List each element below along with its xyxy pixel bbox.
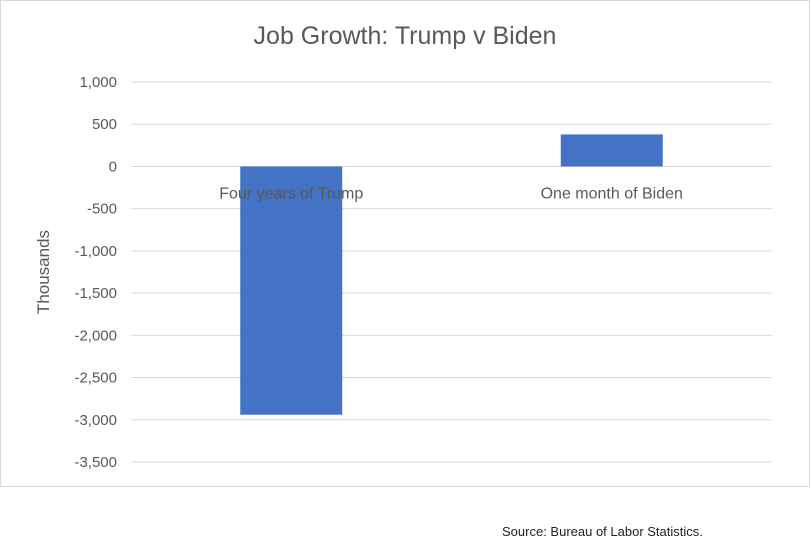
- y-axis-label: Thousands: [34, 230, 53, 314]
- y-tick-label: 500: [92, 116, 117, 133]
- category-labels: Four years of Trump One month of Biden: [219, 185, 683, 202]
- y-tick-label: -3,500: [74, 454, 117, 471]
- y-tick-label: -1,000: [74, 243, 117, 260]
- category-label: Four years of Trump: [219, 185, 363, 202]
- bar-chart: Job Growth: Trump v Biden Thousands 1,00…: [34, 22, 772, 471]
- y-tick-label: -3,000: [74, 412, 117, 429]
- bars: [240, 134, 663, 415]
- chart-frame: [0, 0, 810, 487]
- chart-title: Job Growth: Trump v Biden: [254, 22, 557, 50]
- y-tick-label: -1,500: [74, 285, 117, 302]
- gridlines: [131, 81, 772, 463]
- y-tick-label: -2,000: [74, 327, 117, 344]
- y-tick-label: 1,000: [79, 74, 117, 91]
- y-tick-label: -500: [87, 201, 117, 218]
- y-tick-label: 0: [109, 158, 117, 175]
- category-label: One month of Biden: [541, 185, 683, 202]
- source-note: Source: Bureau of Labor Statistics.: [502, 524, 703, 539]
- bar-2: [560, 134, 663, 167]
- y-tick-label: -2,500: [74, 370, 117, 387]
- bar-1: [240, 166, 343, 415]
- y-axis-ticks: 1,000 500 0 -500 -1,000 -1,500 -2,000 -2,500 -3,…: [74, 74, 117, 471]
